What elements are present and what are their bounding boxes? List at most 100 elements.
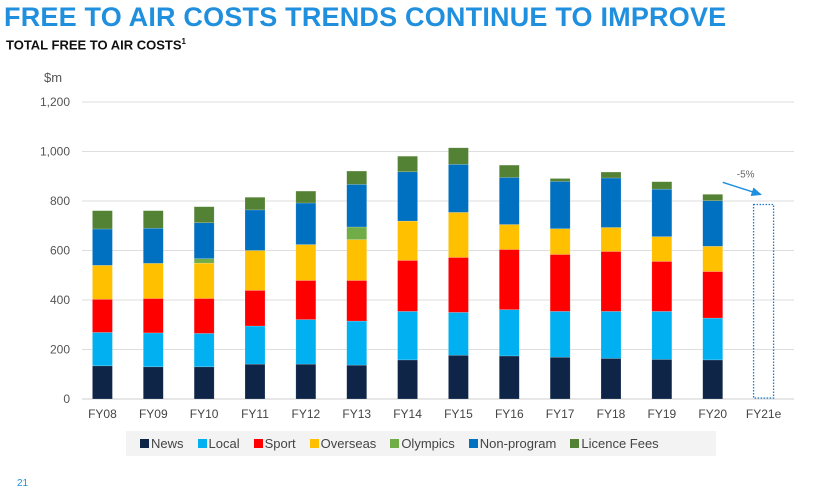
bar-segment-licence-fees [600,171,622,179]
bar-segment-news [499,355,520,400]
legend-label: Non-program [479,436,557,451]
bar-segment-sport [499,249,520,310]
bar-segment-non-program [448,164,469,213]
legend-label: Licence Fees [581,436,659,451]
bar-segment-overseas [92,265,113,300]
bar-segment-news [448,354,469,400]
legend-item-sport: Sport [253,436,296,451]
bar-segment-news [600,358,622,400]
legend-swatch [309,439,319,448]
bar-stack [499,164,520,400]
bar-stack [92,210,113,400]
legend-swatch [390,439,400,448]
legend-label: Sport [264,436,296,451]
bar-stack [549,178,571,400]
trend-annotation-label: -5% [737,169,755,180]
bar-segment-overseas [549,228,571,255]
bar-segment-non-program [397,171,418,222]
y-tick-label: 400 [50,293,70,307]
x-tick-label: FY20 [698,407,727,421]
bar-segment-sport [92,299,113,333]
legend-swatch [253,439,263,448]
legend-item-overseas: Overseas [309,436,377,451]
bar-stack [397,155,418,400]
bar-segment-news [295,363,317,400]
x-tick-label: FY16 [495,407,524,421]
bar-segment-non-program [193,222,215,259]
bar-segment-local [295,319,317,365]
bar-segment-sport [702,271,723,319]
bar-segment-local [702,317,723,361]
bar-segment-sport [143,298,164,334]
bar-segment-sport [448,257,469,313]
bar-segment-sport [600,251,622,312]
bar-segment-local [397,311,418,361]
x-tick-label: FY12 [292,407,321,421]
bar-segment-sport [193,298,215,334]
x-axis-ticks: FY08 FY09 FY10 FY11 FY12 FY13 FY14 FY15 FY16 FY17… [88,407,781,421]
legend-label: Olympics [401,436,455,451]
x-tick-label: FY11 [241,407,269,421]
bar-stack [702,194,723,400]
annotations: -5% [722,169,762,197]
bar-stack [295,190,317,400]
bar-segment-non-program [702,200,723,247]
page-title: FREE TO AIR COSTS TRENDS CONTINUE TO IMP… [4,2,727,32]
bar-segment-non-program [346,184,367,228]
legend-swatch [570,439,580,448]
legend-item-non-program: Non-program [468,436,557,451]
bar-stack [600,171,622,400]
bar-segment-local [549,311,571,358]
chart-subtitle: TOTAL FREE TO AIR COSTS1 [6,37,186,52]
legend-swatch [468,439,478,448]
bar-segment-sport [651,261,673,312]
bar-segment-non-program [651,188,673,237]
x-tick-label: FY18 [597,407,626,421]
bar-segment-non-program [499,177,520,225]
bar-segment-overseas [651,236,673,262]
bar-segment-licence-fees [92,210,113,230]
legend-label: Local [208,436,240,451]
bar-segment-licence-fees [448,147,469,165]
bar-segment-overseas [397,220,418,261]
bar-segment-local [92,332,113,367]
legend-label: News [151,436,184,451]
bar-segment-licence-fees [143,210,164,229]
legend-label: Overseas [320,436,377,451]
x-tick-label: FY14 [393,407,422,421]
bar-segment-licence-fees [346,170,367,185]
bar-segment-news [92,365,113,400]
bar-segment-non-program [295,202,317,245]
bar-stack [244,197,266,400]
bar-segment-licence-fees [397,155,418,173]
bar-stack [448,147,469,400]
bar-segment-local [600,311,622,359]
bar-segment-non-program [244,209,266,251]
legend-item-local: Local [197,436,240,451]
x-tick-label: FY09 [139,407,168,421]
bar-stack [193,206,215,400]
bar-segment-licence-fees [499,164,520,178]
y-tick-label: 600 [50,244,70,258]
bar-segment-overseas [702,246,723,272]
bar-segment-overseas [295,244,317,281]
bar-segment-sport [549,254,571,312]
bar-segment-overseas [143,263,164,299]
legend-swatch [140,439,149,448]
bar-segment-olympics [346,226,367,240]
bar-stack [143,210,164,400]
bar-segment-news [244,363,266,400]
subtitle-footnote: 1 [181,37,186,46]
bar-segment-local [448,312,469,356]
bar-stack [346,170,367,400]
x-tick-label: FY17 [546,407,575,421]
x-tick-label: FY13 [342,407,371,421]
x-tick-label: FY10 [190,407,219,421]
y-tick-label: 1,200 [40,95,70,109]
y-tick-label: 200 [50,343,70,357]
y-axis-ticks: 0 200 400 600 800 1,000 1,200 [40,95,70,406]
bar-stack [651,181,673,400]
legend-item-olympics: Olympics [390,436,455,451]
bar-segment-overseas [600,227,622,252]
x-tick-label: FY08 [88,407,117,421]
